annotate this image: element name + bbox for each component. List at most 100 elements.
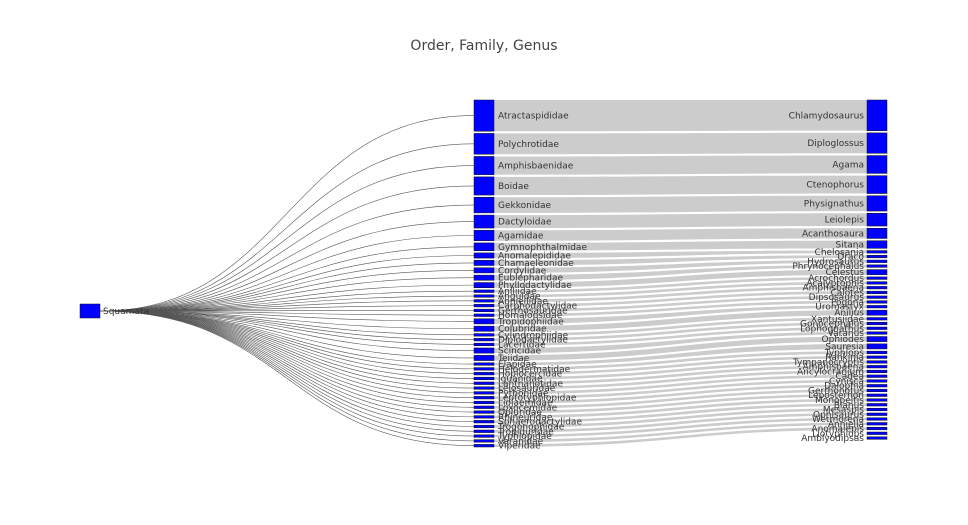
node-amphisbaena[interactable]	[866, 365, 888, 369]
node-ancylocranium[interactable]	[866, 369, 888, 373]
node-ctenophorus[interactable]	[866, 175, 888, 194]
node-tropidophiidae[interactable]	[473, 318, 495, 325]
node-atractaspididae[interactable]	[473, 99, 495, 132]
node-carphodactylidae[interactable]	[473, 304, 495, 308]
node-diplodactylidae[interactable]	[473, 338, 495, 342]
node-gonocephalus[interactable]	[866, 322, 888, 326]
node-amphisbaenidae[interactable]	[473, 156, 495, 175]
node-anniella[interactable]	[866, 422, 888, 426]
node-dipsosaurus[interactable]	[866, 295, 888, 299]
node-dalophia[interactable]	[866, 384, 888, 388]
node-diploglossus[interactable]	[866, 132, 888, 154]
node-typhlopidae[interactable]	[473, 434, 495, 438]
node-sphaerodactylidae[interactable]	[473, 420, 495, 424]
node-gekkonidae[interactable]	[473, 197, 495, 214]
node-chelosania[interactable]	[866, 250, 888, 254]
node-sitana[interactable]	[866, 240, 888, 249]
node-polychrotidae[interactable]	[473, 133, 495, 155]
node-physignathus[interactable]	[866, 195, 888, 212]
node-acalyptophis[interactable]	[866, 281, 888, 285]
node-helodermatidae[interactable]	[473, 367, 495, 371]
node-ophiodes[interactable]	[866, 336, 888, 342]
node-phyllodactylidae[interactable]	[473, 282, 495, 288]
node-homalopsidae[interactable]	[473, 313, 495, 317]
link-aniliidae-acrochordus	[494, 276, 867, 293]
label-helodermatidae: Helodermatidae	[498, 365, 571, 375]
node-gymnophthalmidae[interactable]	[473, 242, 495, 251]
node-draco[interactable]	[866, 255, 888, 259]
node-elapidae[interactable]	[473, 362, 495, 366]
node-viperidae[interactable]	[473, 444, 495, 448]
node-iguanidae[interactable]	[473, 376, 495, 381]
node-acanthosaura[interactable]	[866, 228, 888, 239]
node-amblyodipsas[interactable]	[866, 436, 888, 440]
chart-title: Order, Family, Genus	[410, 38, 557, 54]
node-anomalepididae[interactable]	[473, 252, 495, 259]
node-loxocemidae[interactable]	[473, 405, 495, 409]
node-monopeltis[interactable]	[866, 398, 888, 402]
node-dactyloidae[interactable]	[473, 214, 495, 229]
node-wetmorena[interactable]	[866, 417, 888, 421]
node-agama[interactable]	[866, 155, 888, 174]
node-anniellidae[interactable]	[473, 299, 495, 303]
node-typhlops[interactable]	[866, 350, 888, 354]
node-boidae[interactable]	[473, 176, 495, 196]
node-amphisbaena[interactable]	[866, 286, 888, 290]
node-acrochordus[interactable]	[866, 276, 888, 280]
node-leptotyphlopidae[interactable]	[473, 396, 495, 400]
node-varanus[interactable]	[866, 331, 888, 335]
node-anomalepis[interactable]	[866, 427, 888, 431]
node-ophisaurus[interactable]	[866, 412, 888, 416]
label-varanidae: Varanidae	[498, 437, 544, 447]
node-scincidae[interactable]	[473, 347, 495, 354]
link-eublepharidae-phrynocephalus	[494, 264, 867, 281]
node-calotes[interactable]	[866, 290, 888, 294]
node-liolaemidae[interactable]	[473, 400, 495, 405]
node-chamaeleonidae[interactable]	[473, 260, 495, 266]
node-tympanocryptis[interactable]	[866, 360, 888, 364]
node-gerrhonotus[interactable]	[866, 388, 888, 393]
node-cylindrophiidae[interactable]	[473, 333, 495, 337]
node-teiidae[interactable]	[473, 355, 495, 361]
node-uromastyx[interactable]	[866, 305, 888, 309]
node-lanthanotidae[interactable]	[473, 381, 495, 385]
node-cordylidae[interactable]	[473, 267, 495, 274]
node-aniliidae[interactable]	[473, 289, 495, 293]
node-gerrhosauridae[interactable]	[473, 308, 495, 312]
node-sauresia[interactable]	[866, 343, 888, 350]
node-colubridae[interactable]	[473, 325, 495, 332]
node-opluridae[interactable]	[473, 410, 495, 414]
node-rankinia[interactable]	[866, 355, 888, 359]
node-leiolepis[interactable]	[866, 213, 888, 227]
node-hydrosaurus[interactable]	[866, 259, 888, 263]
node-rhineuridae[interactable]	[473, 415, 495, 419]
node-pogona[interactable]	[866, 300, 888, 304]
node-hoplocercidae[interactable]	[473, 372, 495, 376]
link-elapidae-sauresia	[494, 343, 867, 366]
node-lacertidae[interactable]	[473, 342, 495, 347]
node-leiosauridae[interactable]	[473, 386, 495, 390]
node-cadea[interactable]	[866, 374, 888, 378]
node-celestus[interactable]	[866, 269, 888, 275]
node-chlamydosaurus[interactable]	[866, 99, 888, 131]
node-mesaspis[interactable]	[866, 407, 888, 412]
node-varanidae[interactable]	[473, 439, 495, 443]
label-cylindrophiidae: Cylindrophiidae	[498, 331, 569, 341]
node-tropiduridae[interactable]	[473, 429, 495, 433]
node-pythonidae[interactable]	[473, 391, 495, 395]
node-trogonophidae[interactable]	[473, 424, 495, 429]
node-cynisca[interactable]	[866, 379, 888, 383]
link-squamata-rhineuridae	[99, 310, 475, 418]
node-xantusiidae[interactable]	[866, 317, 888, 321]
node-anilius[interactable]	[866, 309, 888, 316]
node-liotyphlops[interactable]	[866, 431, 888, 435]
label-acrochordus: Acrochordus	[808, 274, 864, 284]
node-agamidae[interactable]	[473, 230, 495, 241]
node-squamata[interactable]	[79, 303, 101, 319]
node-lophognathus[interactable]	[866, 326, 888, 330]
node-eublepharidae[interactable]	[473, 274, 495, 281]
node-leposternon[interactable]	[866, 393, 888, 397]
node-anguidae[interactable]	[473, 294, 495, 298]
node-phrynocephalus[interactable]	[866, 264, 888, 268]
node-blanus[interactable]	[866, 403, 888, 407]
